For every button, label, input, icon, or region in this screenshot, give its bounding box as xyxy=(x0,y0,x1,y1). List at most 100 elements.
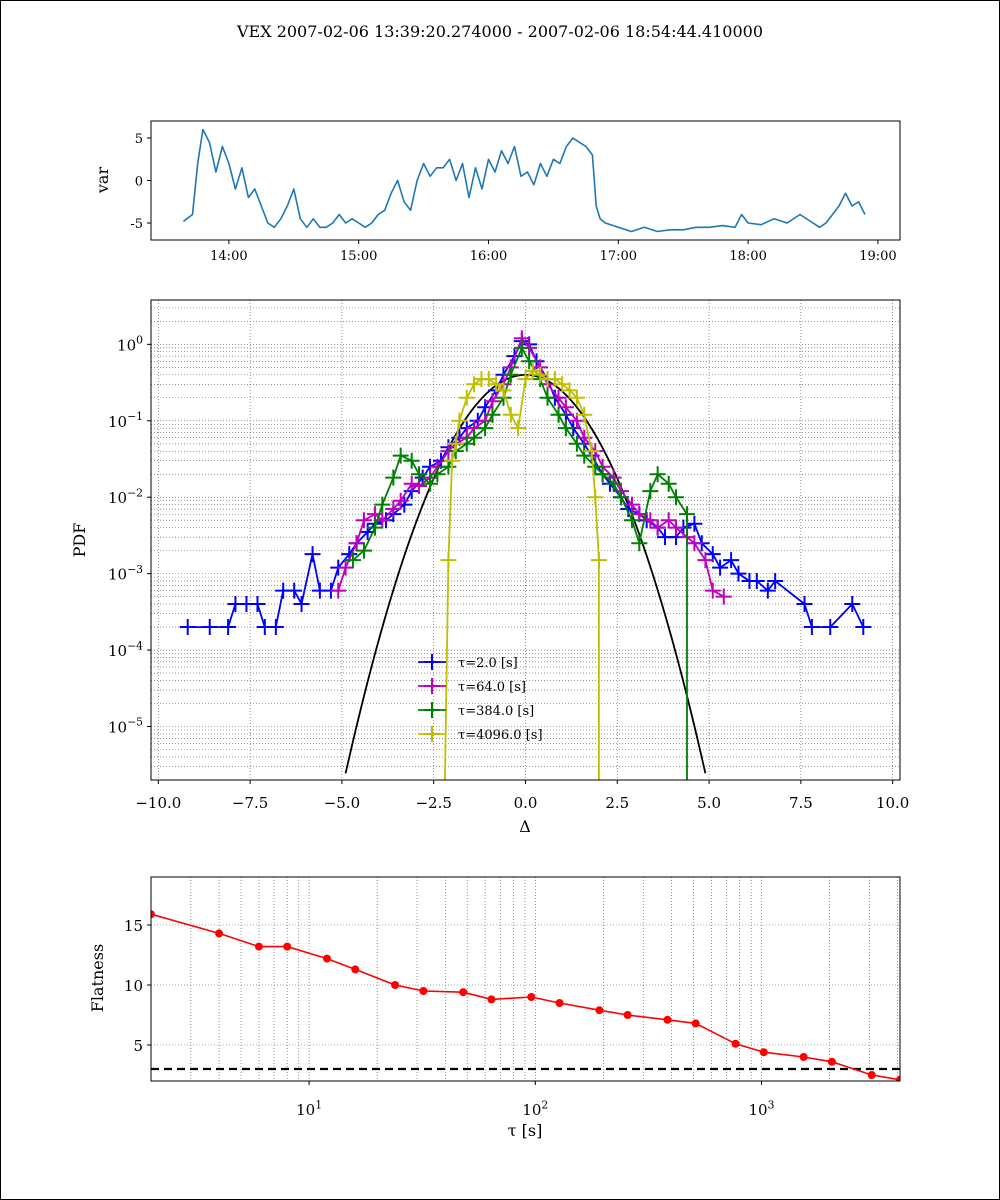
pdf-series-marker xyxy=(495,382,512,399)
flatness-xtick-label: 101 xyxy=(296,1098,322,1119)
pdf-series-marker xyxy=(679,506,696,523)
flatness-marker xyxy=(254,942,263,951)
flatness-ylabel: Flatness xyxy=(88,944,107,1012)
pdf-series-marker xyxy=(668,519,685,536)
timeseries-ylabel: var xyxy=(93,167,112,195)
pdf-series-marker xyxy=(557,420,574,437)
flatness-marker xyxy=(663,1015,672,1024)
timeseries-xtick-label: 14:00 xyxy=(210,249,247,264)
pdf-series-marker xyxy=(767,573,784,590)
pdf-series-marker xyxy=(723,552,740,569)
pdf-series-marker xyxy=(686,535,703,552)
pdf-xtick-label: −5.0 xyxy=(324,794,360,812)
pdf-series-marker xyxy=(668,489,685,506)
flatness-ytick-label: 15 xyxy=(124,917,143,935)
pdf-series-marker xyxy=(587,489,604,506)
pdf-legend-label: τ=384.0 [s] xyxy=(458,704,534,719)
flatness-marker xyxy=(351,965,360,974)
pdf-plot-content xyxy=(151,300,900,780)
pdf-series-marker xyxy=(293,596,310,613)
pdf-series-marker xyxy=(392,447,409,464)
flatness-marker xyxy=(459,988,468,997)
pdf-series-marker xyxy=(686,515,703,532)
flatness-marker xyxy=(691,1019,700,1028)
pdf-xtick-label: 5.0 xyxy=(697,794,721,812)
pdf-series-marker xyxy=(660,475,677,492)
pdf-series-marker xyxy=(550,406,567,423)
flatness-marker xyxy=(731,1039,740,1048)
pdf-ylabel: PDF xyxy=(70,523,89,558)
pdf-series-marker xyxy=(201,619,218,636)
flatness-plot-area xyxy=(151,877,900,1081)
pdf-series-marker xyxy=(748,573,765,590)
flatness-marker xyxy=(799,1053,808,1061)
pdf-series-line xyxy=(352,346,688,780)
pdf-series-marker xyxy=(587,458,604,475)
pdf-series-marker xyxy=(568,435,585,452)
pdf-series-marker xyxy=(447,435,464,452)
pdf-panel: PDF Δ −10.0 −7.5 −5.0 −2.5 0.0 2.5 5.0 7.5 10.0 1… xyxy=(70,299,909,836)
pdf-series-marker xyxy=(539,389,556,406)
pdf-series-marker xyxy=(568,389,585,406)
timeseries-ytick-label: -5 xyxy=(130,217,143,232)
pdf-ytick-label: 10−3 xyxy=(108,563,143,584)
pdf-series-marker xyxy=(502,366,519,383)
pdf-series-marker xyxy=(179,619,196,636)
pdf-series-marker xyxy=(803,619,820,636)
pdf-series-marker xyxy=(730,565,747,582)
flatness-plot-content xyxy=(151,877,900,1081)
pdf-series-marker xyxy=(583,443,600,460)
pdf-series-marker xyxy=(521,353,538,370)
timeseries-xtick-label: 17:00 xyxy=(600,249,637,264)
flatness-marker xyxy=(283,942,292,951)
pdf-series-marker xyxy=(484,406,501,423)
pdf-series-marker xyxy=(267,619,284,636)
pdf-series-marker xyxy=(337,559,354,576)
timeseries-ytick-label: 0 xyxy=(135,175,143,190)
pdf-xtick-label: 0.0 xyxy=(514,794,538,812)
flatness-line xyxy=(151,913,900,1081)
pdf-ytick-label: 10−5 xyxy=(108,716,143,737)
pdf-series-marker xyxy=(759,582,776,599)
pdf-series-marker xyxy=(411,466,428,483)
pdf-series-marker xyxy=(286,582,303,599)
pdf-series-marker xyxy=(403,475,420,492)
pdf-series-marker xyxy=(561,382,578,399)
pdf-series-marker xyxy=(451,412,468,429)
pdf-series-marker xyxy=(704,582,721,599)
pdf-series-marker xyxy=(576,406,593,423)
timeseries-panel: var 14:00 15:00 16:00 17:00 18:00 19:00 -5 0 5 xyxy=(93,120,901,264)
pdf-series-marker xyxy=(458,389,475,406)
pdf-series-marker xyxy=(517,371,534,388)
flatness-marker xyxy=(487,995,496,1004)
pdf-xlabel: Δ xyxy=(519,817,531,836)
pdf-series-marker xyxy=(249,596,266,613)
pdf-series-marker xyxy=(855,619,872,636)
pdf-series-marker xyxy=(510,420,527,437)
pdf-series-marker xyxy=(304,546,321,563)
pdf-series-marker xyxy=(660,512,677,529)
pdf-series-marker xyxy=(344,552,361,569)
flatness-marker xyxy=(867,1071,876,1079)
pdf-series-marker xyxy=(366,519,383,536)
flatness-ytick-label: 5 xyxy=(133,1037,143,1055)
flatness-marker xyxy=(595,1006,604,1015)
pdf-legend-marker xyxy=(424,678,440,694)
pdf-series-marker xyxy=(440,552,457,569)
flatness-panel: Flatness τ [s] 5 10 15 101 102 103 xyxy=(88,876,901,1140)
pdf-legend-marker xyxy=(424,654,440,670)
pdf-series-marker xyxy=(524,362,541,379)
pdf-series-marker xyxy=(374,496,391,513)
pdf-xtick-label: −2.5 xyxy=(415,794,451,812)
pdf-series-marker xyxy=(355,512,372,529)
pdf-series-marker xyxy=(605,475,622,492)
pdf-series-marker xyxy=(355,542,372,559)
flatness-marker xyxy=(555,999,564,1007)
pdf-series-marker xyxy=(330,582,347,599)
pdf-xtick-label: −10.0 xyxy=(135,794,181,812)
pdf-series-marker xyxy=(484,393,501,410)
pdf-xtick-label: 7.5 xyxy=(789,794,813,812)
pdf-series-marker xyxy=(422,475,439,492)
pdf-series-marker xyxy=(649,519,666,536)
flatness-axes-frame xyxy=(150,876,901,1082)
